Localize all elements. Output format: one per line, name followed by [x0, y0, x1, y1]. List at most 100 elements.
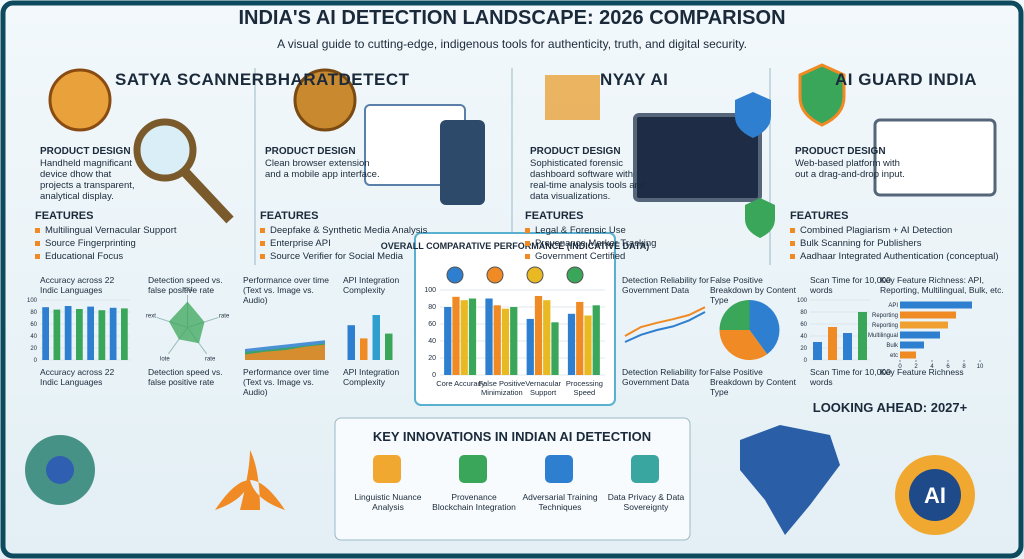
- bar: [485, 298, 493, 375]
- category-label: Core Accuracy: [436, 379, 486, 388]
- design-text: Handheld magnificant device dhow that pr…: [40, 158, 135, 202]
- x-tick-label: 4: [930, 364, 934, 370]
- features-list: Deepfake & Synthetic Media Analysis Enter…: [260, 224, 490, 263]
- category-label: Processing Speed: [565, 379, 603, 397]
- bar: [551, 322, 559, 375]
- radar-segment: [178, 327, 199, 344]
- looking-ahead: LOOKING AHEAD: 2027+: [813, 400, 968, 415]
- radar-segment: [168, 321, 188, 340]
- radar-segment: [168, 301, 188, 328]
- bar: [109, 307, 117, 360]
- feature-item: Legal & Forensic Use: [525, 224, 755, 237]
- innovations-title: KEY INNOVATIONS IN INDIAN AI DETECTION: [373, 429, 651, 444]
- product-name: AI GUARD INDIA: [835, 70, 978, 89]
- y-tick-label: 100: [797, 298, 808, 304]
- feature-item: Multilingual Vernacular Support: [35, 224, 265, 237]
- mini-chart-caption: Detection speed vs. false positive rate: [148, 367, 223, 387]
- feature-item: Bulk Scanning for Publishers: [790, 237, 1020, 250]
- bar: [460, 300, 468, 375]
- feature-item: Source Verifier for Social Media: [260, 250, 490, 263]
- bar: [42, 307, 49, 360]
- radar-segment: [187, 301, 205, 328]
- mini-chart-title: Scan Time for 10,000 words: [810, 275, 891, 295]
- y-tick-label: 0: [34, 358, 38, 364]
- bar: [347, 325, 355, 360]
- india-map: [740, 425, 840, 535]
- y-tick-label: 100: [424, 287, 436, 294]
- pie-slice: [719, 330, 768, 360]
- x-tick-label: 10: [977, 364, 984, 370]
- bar: [900, 311, 956, 319]
- series-icon: [486, 266, 504, 284]
- radar-segment: [187, 321, 205, 344]
- peacock-eye: [46, 456, 74, 484]
- bar: [900, 321, 948, 329]
- bar: [510, 307, 518, 375]
- bar: [534, 295, 543, 375]
- bar: [828, 327, 837, 360]
- area: [245, 344, 325, 360]
- category-label: Bulk: [886, 343, 899, 349]
- features-list: Combined Plagiarism + AI Detection Bulk S…: [790, 224, 1020, 263]
- y-tick-label: 80: [800, 310, 807, 316]
- bar: [493, 305, 501, 375]
- bar: [543, 300, 551, 375]
- y-tick-label: 60: [30, 322, 37, 328]
- laptop-icon: [873, 118, 997, 197]
- chakra-icon: [48, 68, 112, 132]
- features-label: FEATURES: [260, 210, 319, 222]
- bar: [567, 313, 576, 375]
- bar: [98, 310, 106, 360]
- radar-label: rate: [205, 357, 216, 363]
- features-label: FEATURES: [35, 210, 94, 222]
- y-tick-label: 20: [800, 346, 807, 352]
- y-tick-label: 60: [428, 321, 436, 328]
- y-tick-label: 80: [30, 310, 37, 316]
- category-label: Reporting: [872, 323, 898, 329]
- design-label: PRODUCT DESIGN: [795, 146, 886, 157]
- features-label: FEATURES: [525, 210, 584, 222]
- magnifier-icon: [133, 118, 197, 182]
- feature-item: Deepfake & Synthetic Media Analysis: [260, 224, 490, 237]
- design-label: PRODUCT DESIGN: [40, 146, 131, 157]
- product-name: NYAY AI: [600, 70, 669, 89]
- radar-label: lote: [160, 357, 170, 363]
- series-icon: [446, 266, 464, 284]
- innovation-label: Data Privacy & Data Sovereignty: [607, 492, 685, 512]
- innovation-label: Linguistic Nuance Analysis: [354, 492, 422, 512]
- pie-slice: [719, 300, 750, 330]
- ai-badge: [909, 469, 961, 521]
- design-text: Sophisticated forensic dashboard softwar…: [530, 158, 646, 202]
- product-name: SATYA SCANNER: [115, 70, 265, 89]
- mini-chart-caption: Scan Time for 10,000 words: [810, 367, 891, 387]
- bar: [385, 333, 393, 360]
- mini-chart-title: Accuracy across 22 Indic Languages: [40, 275, 115, 295]
- bar: [900, 351, 916, 359]
- mini-chart-title: Performance over time (Text vs. Image vs…: [243, 275, 329, 305]
- bar: [468, 298, 477, 375]
- y-tick-label: 0: [804, 358, 808, 364]
- category-label: etc: [890, 353, 898, 359]
- bar: [87, 306, 94, 360]
- mini-chart-caption: Detection Reliability for Government Dat…: [622, 367, 709, 387]
- radar-label: rext: [146, 314, 156, 320]
- bar: [900, 331, 940, 339]
- bar: [452, 296, 460, 375]
- y-tick-label: 0: [432, 372, 436, 379]
- bar: [900, 301, 972, 309]
- x-tick-label: 0: [898, 364, 902, 370]
- shield-icon: [735, 92, 771, 138]
- category-label: Reporting: [872, 313, 898, 319]
- mini-chart-title: Detection Reliability for Government Dat…: [622, 275, 709, 295]
- guard-icon: [798, 63, 846, 127]
- bar: [584, 315, 592, 375]
- subtitle: A visual guide to cutting-edge, indigeno…: [277, 37, 747, 51]
- mini-chart-title: Detection speed vs. false positive rate: [148, 275, 223, 295]
- bar: [501, 308, 510, 375]
- bar: [592, 305, 600, 375]
- series-icon: [566, 266, 584, 284]
- feature-item: Enterprise API: [260, 237, 490, 250]
- mini-chart-title: API Integration Complexity: [343, 275, 400, 295]
